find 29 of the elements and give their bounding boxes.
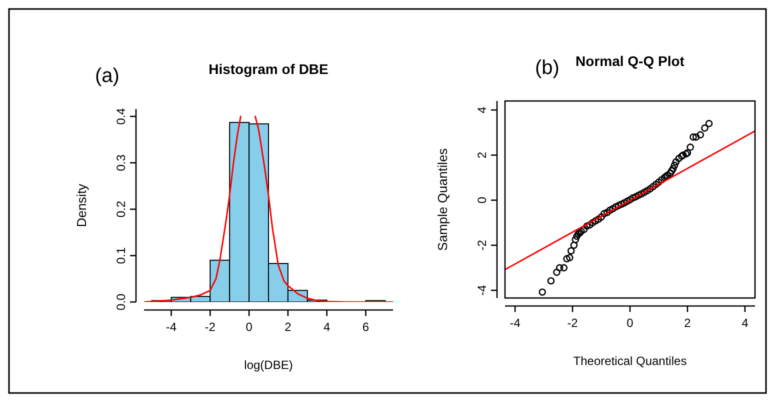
y-tick-label: 4 xyxy=(475,106,489,114)
x-tick-label: 4 xyxy=(324,320,331,334)
y-tick-label: 0.2 xyxy=(114,200,128,218)
chart-title: Normal Q-Q Plot xyxy=(576,53,685,69)
x-tick-label: 2 xyxy=(284,320,292,334)
x-axis-title: Theoretical Quantiles xyxy=(573,354,687,368)
y-tick-label: -2 xyxy=(475,240,489,251)
y-tick-label: 0.0 xyxy=(114,293,128,310)
text: (a) xyxy=(95,65,120,87)
text: (b) xyxy=(535,57,560,79)
y-axis-title: Sample Quantiles xyxy=(435,148,450,251)
y-tick-label: 0.1 xyxy=(114,246,128,264)
x-tick-label: -2 xyxy=(204,320,216,334)
y-tick-label: 0 xyxy=(475,196,489,204)
y-tick-label: 0.4 xyxy=(114,108,128,125)
x-tick-label: 4 xyxy=(742,316,749,330)
y-tick-label: -4 xyxy=(475,284,489,296)
y-tick-label: 2 xyxy=(475,151,489,158)
x-tick-label: -2 xyxy=(567,316,578,330)
chart-title: Histogram of DBE xyxy=(208,61,328,77)
x-axis-title: log(DBE) xyxy=(244,358,293,372)
x-tick-label: 2 xyxy=(684,316,692,330)
y-tick-label: 0.3 xyxy=(114,154,128,172)
x-tick-label: -4 xyxy=(510,316,521,330)
x-tick-label: -4 xyxy=(166,320,177,334)
x-tick-label: 0 xyxy=(626,316,634,330)
y-axis-title: Density xyxy=(74,183,89,228)
x-tick-label: 0 xyxy=(246,320,253,334)
x-tick-label: 6 xyxy=(362,320,370,334)
